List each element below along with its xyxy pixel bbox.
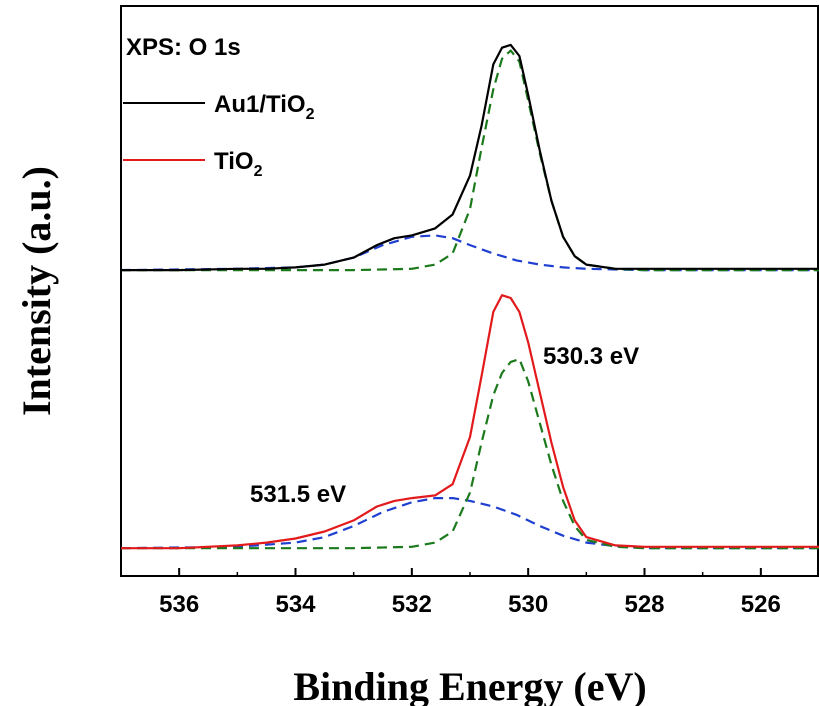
x-axis-ticks: 536 534 532 530 528 526 [120,568,819,618]
series-layer [120,43,819,550]
x-axis-title: Binding Energy (eV) [293,664,646,706]
x-tick-label: 532 [392,591,432,618]
series-tio2 [121,294,819,550]
chart-title: XPS: O 1s [126,34,241,61]
series-au1-tio2 [121,43,819,272]
legend-label-tio2: TiO2 [214,148,263,180]
x-tick-label: 530 [508,591,548,618]
series-fit-531-5-ev-au1-tio2 [120,234,819,272]
x-tick-label: 536 [159,591,199,618]
x-tick-label: 534 [275,591,316,618]
annotation-530-3-ev: 530.3 eV [543,343,639,370]
x-tick-label: 526 [741,591,781,618]
series-fit-531-5-ev-tio2 [120,497,819,550]
series-fit-530-3-ev-tio2 [121,358,819,550]
annotation-531-5-ev: 531.5 eV [250,481,346,508]
legend-label-au1-tio2: Au1/TiO2 [214,91,315,123]
legend: Au1/TiO2 TiO2 [123,91,315,180]
x-tick-label: 528 [624,591,664,618]
y-axis-title: Intensity (a.u.) [14,166,59,416]
